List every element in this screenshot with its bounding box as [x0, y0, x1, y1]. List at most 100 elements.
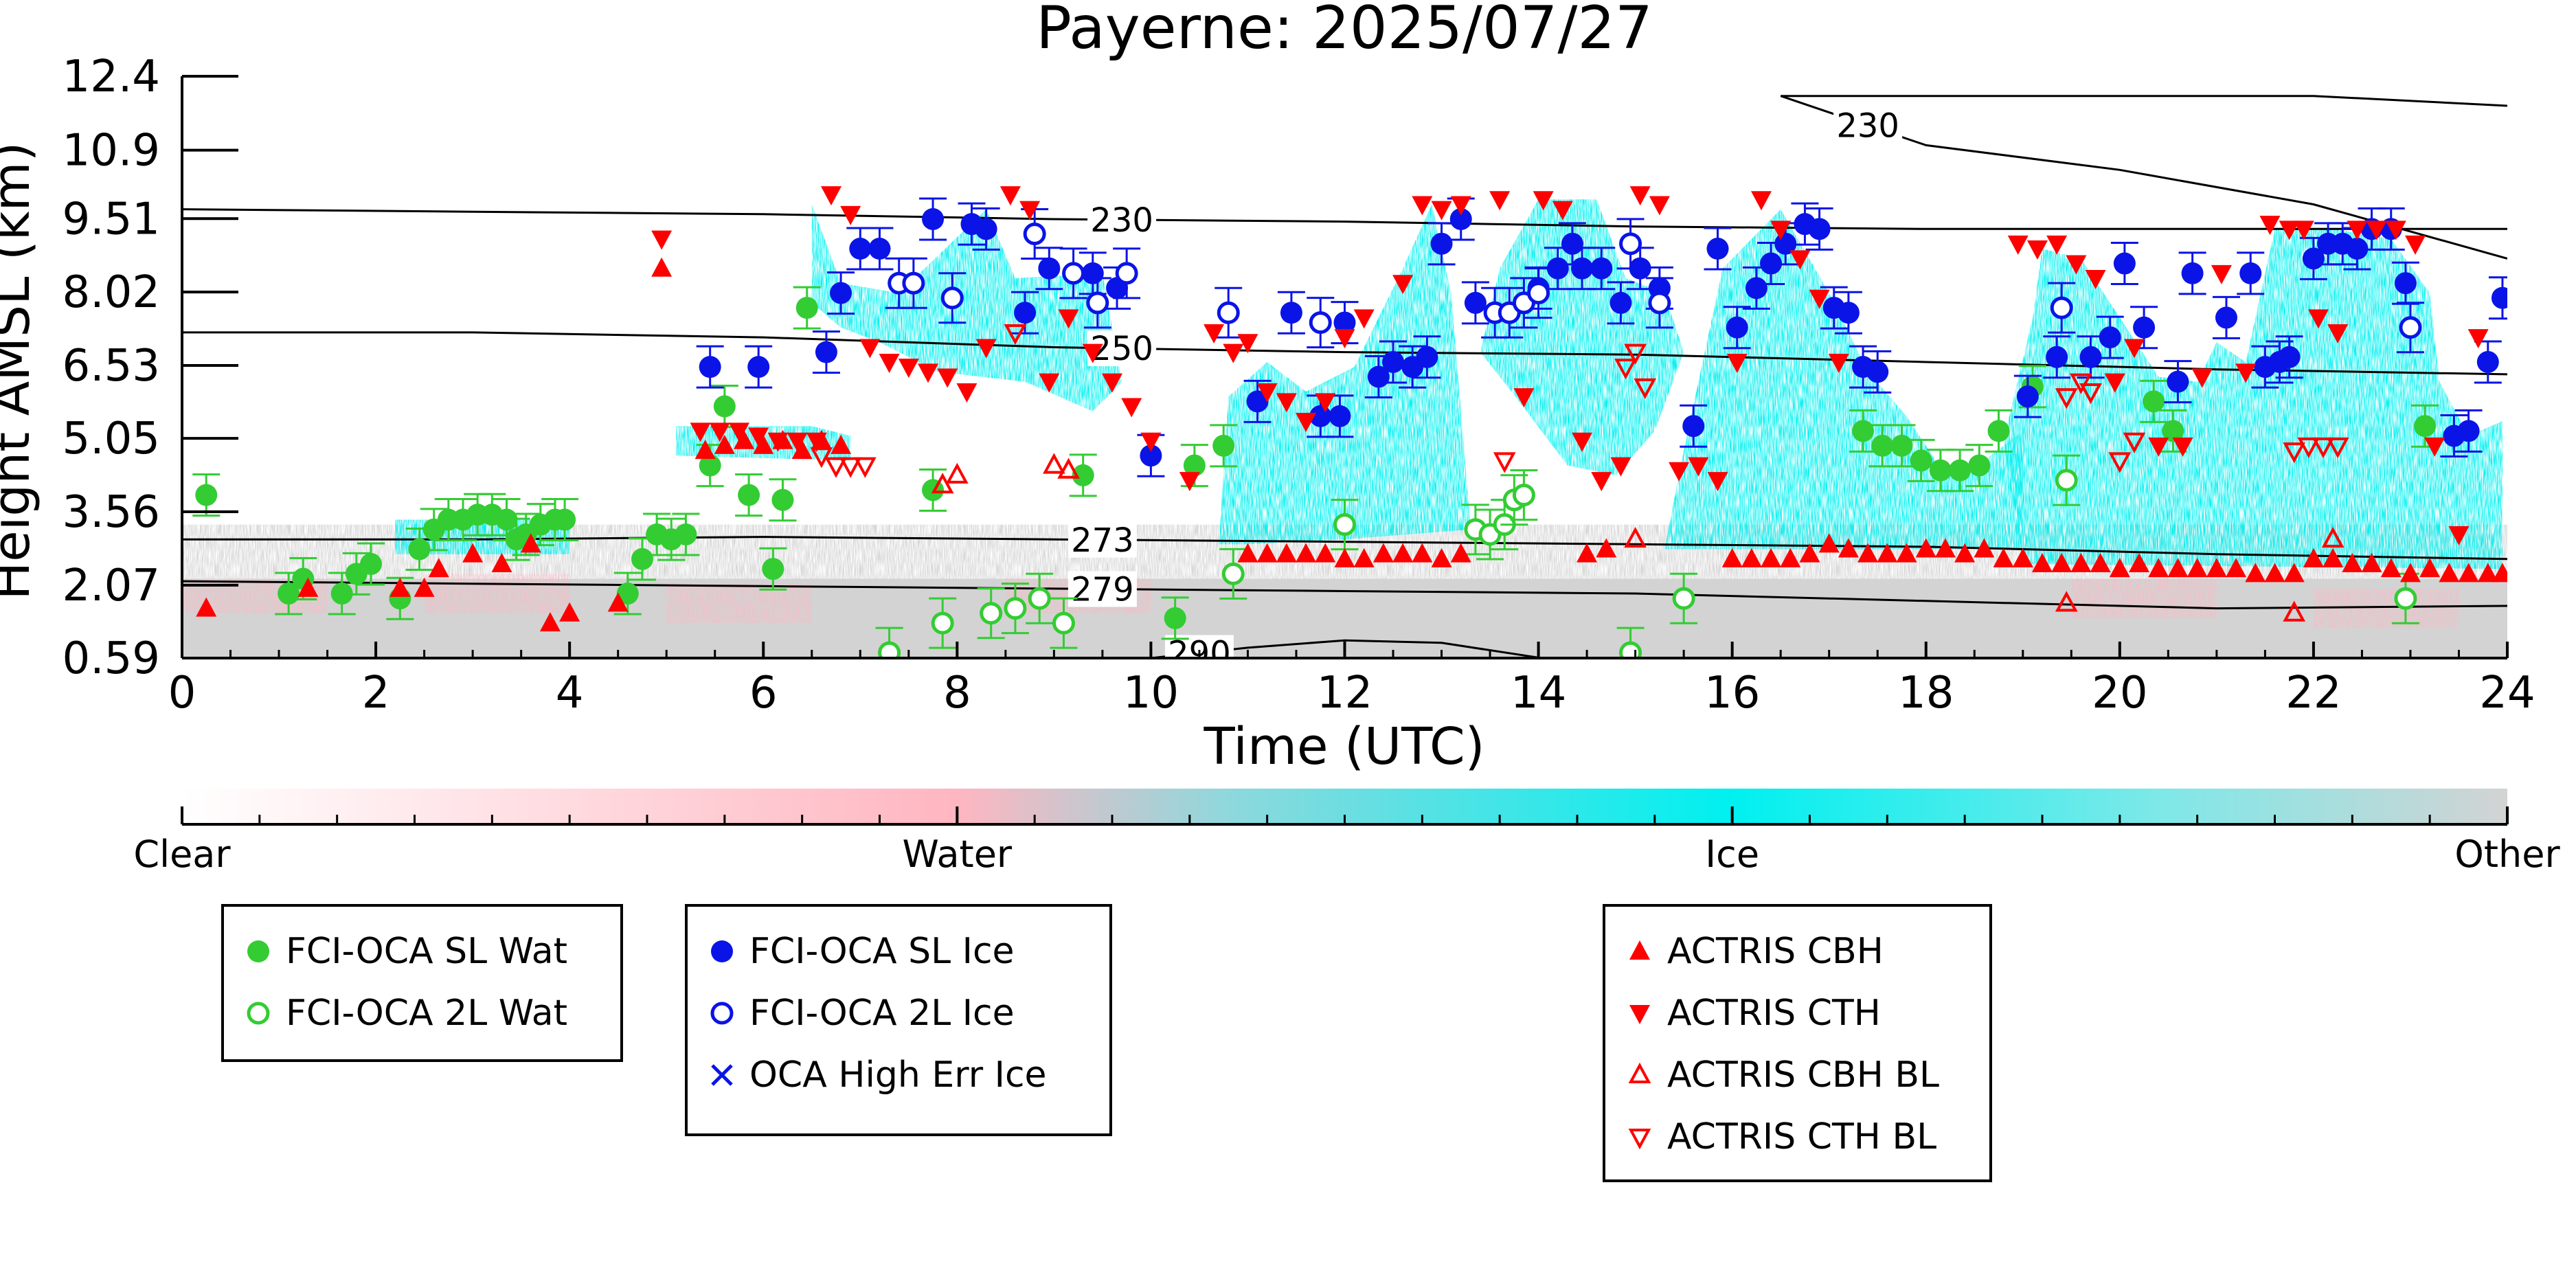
triangle-up-filled-marker: [1372, 543, 1394, 563]
triangle-up-filled-marker: [1596, 538, 1617, 558]
circle-filled-marker: [699, 356, 721, 379]
triangle-up-filled-marker: [1954, 543, 1976, 563]
triangle-down-filled-marker: [840, 205, 861, 225]
triangle-up-filled-marker: [297, 577, 319, 597]
isotherm-label-bg: [1067, 521, 1137, 558]
triangle-up-filled-marker: [1838, 538, 1859, 558]
triangle-down-filled-marker: [1204, 324, 1225, 343]
triangle-up-filled-marker: [2129, 553, 2150, 573]
y-tick-label: 10.9: [63, 126, 161, 177]
cloud-phase-background: [182, 199, 2507, 658]
filled-circle-icon: [711, 940, 733, 962]
triangle-down-filled-marker: [1019, 201, 1041, 221]
filled-circle-icon: [247, 940, 269, 962]
triangle-up-filled-marker: [1915, 538, 1936, 558]
circle-filled-marker: [2167, 370, 2189, 393]
circle-filled-marker: [1706, 238, 1729, 260]
triangle-up-filled-marker: [2187, 558, 2208, 578]
triangle-up-filled-marker: [2323, 547, 2344, 567]
y-axis-label: Height AMSL (km): [0, 142, 41, 600]
circle-filled-marker: [1682, 415, 1705, 438]
triangle-up-open-marker: [1043, 453, 1065, 474]
triangle-down-filled-marker: [1082, 343, 1103, 363]
triangle-down-open-marker: [839, 457, 862, 478]
triangle-down-filled-marker: [2007, 235, 2029, 255]
triangle-up-filled-marker: [714, 434, 735, 454]
circle-filled-marker: [1280, 302, 1302, 324]
circle-open-marker: [931, 611, 954, 635]
triangle-up-filled-marker: [1577, 543, 1598, 563]
circle-filled-marker: [922, 207, 945, 230]
triangle-up-filled-marker: [539, 612, 561, 632]
triangle-down-filled-marker: [1610, 457, 1631, 477]
triangle-down-filled-marker: [937, 368, 958, 388]
triangle-down-open-marker: [1614, 359, 1637, 380]
circle-filled-marker: [2162, 420, 2184, 442]
triangle-up-open-marker: [2321, 526, 2345, 548]
circle-filled-marker: [1745, 277, 1767, 300]
triangle-up-filled-marker: [1431, 547, 1452, 567]
circle-open-marker: [1004, 597, 1027, 620]
legend-entry-sl-ice: FCI-OCA SL Ice: [701, 920, 1109, 982]
triangle-down-filled-marker: [1789, 250, 1811, 270]
triangle-down-filled-marker: [1058, 309, 1079, 329]
water-region: [424, 574, 570, 613]
legend-water: FCI-OCA SL Wat FCI-OCA 2L Wat: [221, 904, 623, 1062]
triangle-down-filled-marker: [2026, 240, 2048, 260]
triangle-up-filled-marker: [1741, 547, 1762, 567]
triangle-down-open-marker: [1493, 452, 1516, 473]
x-tick-label: 4: [556, 668, 584, 719]
circle-filled-marker: [2476, 350, 2499, 373]
circle-filled-marker: [2181, 262, 2204, 284]
triangle-down-filled-marker: [1591, 472, 1612, 492]
circle-filled-marker: [795, 297, 818, 319]
circle-filled-marker: [1968, 454, 1991, 477]
circle-filled-marker: [2457, 420, 2480, 442]
triangle-up-filled-marker: [1353, 547, 1375, 567]
triangle-down-filled-marker: [2366, 221, 2387, 240]
circle-filled-marker: [1246, 390, 1269, 413]
triangle-down-filled-marker: [1688, 457, 1709, 477]
circle-filled-marker: [1183, 454, 1206, 477]
circle-open-marker: [878, 641, 901, 658]
circle-filled-marker: [975, 218, 997, 240]
legend-entry-cbh-bl: ACTRIS CBH BL: [1619, 1044, 1989, 1106]
circle-filled-marker: [675, 523, 697, 545]
triangle-down-open-marker: [2079, 383, 2102, 405]
isotherm-line: [182, 331, 2507, 376]
circle-filled-marker: [1164, 607, 1186, 629]
triangle-up-filled-marker: [1334, 547, 1355, 567]
triangle-up-open-marker: [2055, 591, 2078, 612]
circle-filled-marker: [360, 553, 383, 576]
x-tick-label: 24: [2479, 668, 2535, 719]
triangle-down-filled-marker: [1649, 196, 1670, 216]
observation-markers: [192, 186, 2507, 658]
triangle-down-filled-marker: [748, 427, 769, 447]
circle-filled-marker: [1571, 257, 1594, 280]
circle-filled-marker: [922, 479, 945, 501]
legend-entry-2l-wat: FCI-OCA 2L Wat: [238, 982, 620, 1044]
y-tick-label: 12.4: [63, 52, 161, 102]
triangle-up-filled-marker: [1877, 543, 1898, 563]
isotherm-label-bg: [1067, 571, 1137, 607]
triangle-up-open-marker: [1624, 526, 1647, 548]
triangle-down-filled-marker: [2385, 221, 2406, 240]
triangle-up-filled-marker: [1761, 547, 1782, 567]
triangle-up-filled-marker: [1799, 543, 1820, 563]
triangle-up-filled-marker: [2070, 553, 2092, 573]
triangle-down-filled-marker: [2172, 437, 2193, 457]
circle-filled-marker: [1929, 459, 1952, 482]
circle-open-marker: [2394, 587, 2417, 610]
triangle-down-filled-marker: [2123, 339, 2145, 359]
triangle-down-filled-marker: [975, 339, 997, 359]
circle-filled-marker: [1140, 444, 1162, 467]
circle-filled-marker: [1852, 420, 1875, 442]
triangle-down-filled-marker: [1726, 353, 1748, 373]
triangle-up-filled-marker: [428, 558, 449, 578]
circle-open-marker: [902, 271, 925, 295]
triangle-up-filled-marker: [2492, 563, 2507, 583]
triangle-up-open-marker: [931, 473, 954, 494]
triangle-up-filled-marker: [2361, 553, 2382, 573]
triangle-up-filled-marker: [2109, 558, 2130, 578]
triangle-down-filled-marker: [1552, 201, 1573, 221]
